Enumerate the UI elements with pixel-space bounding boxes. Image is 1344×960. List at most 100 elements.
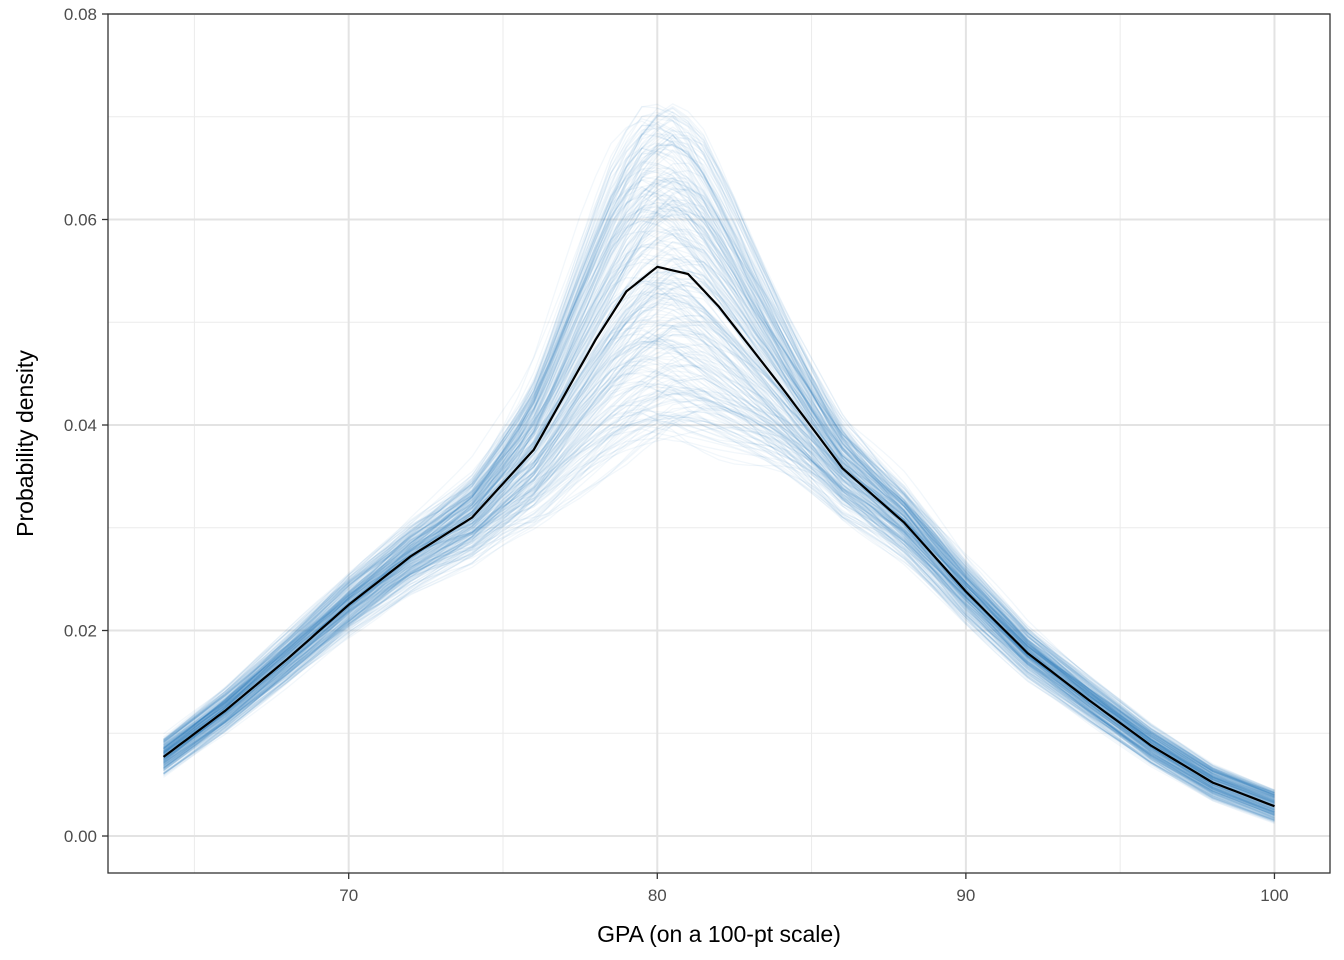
- bootstrap-line: [163, 282, 1275, 816]
- y-tick-label: 0.02: [64, 622, 97, 641]
- bootstrap-line: [163, 346, 1275, 816]
- bootstrap-line: [163, 200, 1275, 803]
- bootstrap-line: [163, 373, 1275, 803]
- bootstrap-line: [163, 362, 1275, 821]
- x-tick-label: 80: [648, 886, 667, 905]
- bootstrap-line: [163, 149, 1275, 810]
- bootstrap-line: [163, 253, 1275, 794]
- bootstrap-line: [163, 327, 1275, 821]
- bootstrap-line: [163, 144, 1275, 796]
- bootstrap-line: [163, 328, 1275, 816]
- mean-density-line: [162, 265, 1275, 808]
- bootstrap-line: [163, 334, 1275, 793]
- x-tick-label: 100: [1260, 886, 1288, 905]
- bootstrap-line: [163, 374, 1275, 816]
- bootstrap-line: [163, 207, 1275, 801]
- bootstrap-line: [163, 316, 1275, 821]
- bootstrap-line: [163, 301, 1275, 794]
- bootstrap-line: [163, 139, 1275, 806]
- bootstrap-line: [163, 206, 1275, 800]
- bootstrap-line: [163, 297, 1275, 821]
- bootstrap-line: [163, 179, 1275, 803]
- bootstrap-line: [163, 169, 1275, 808]
- bootstrap-line: [163, 324, 1275, 798]
- bootstrap-line: [163, 233, 1275, 810]
- bootstrap-line: [163, 281, 1275, 818]
- bootstrap-line: [163, 408, 1275, 807]
- bootstrap-line: [163, 234, 1275, 798]
- bootstrap-line: [163, 214, 1275, 807]
- bootstrap-line: [163, 140, 1275, 805]
- bootstrap-line: [163, 128, 1275, 797]
- y-tick-label: 0.00: [64, 827, 97, 846]
- bootstrap-line: [163, 420, 1275, 804]
- bootstrap-line: [163, 258, 1275, 797]
- bootstrap-line: [163, 407, 1275, 814]
- bootstrap-line: [163, 304, 1275, 794]
- bootstrap-line: [163, 186, 1275, 803]
- bootstrap-line: [163, 279, 1275, 811]
- bootstrap-line: [163, 261, 1275, 823]
- bootstrap-line: [163, 205, 1275, 805]
- bootstrap-line: [163, 320, 1275, 811]
- bootstrap-line: [163, 352, 1275, 803]
- bootstrap-line: [163, 241, 1275, 802]
- bootstrap-line: [163, 207, 1275, 798]
- bootstrap-line: [163, 291, 1275, 816]
- bootstrap-line: [163, 212, 1275, 796]
- bootstrap-line: [163, 314, 1275, 793]
- bootstrap-line: [163, 175, 1275, 817]
- bootstrap-line: [163, 314, 1275, 809]
- bootstrap-line: [163, 424, 1275, 815]
- bootstrap-line: [163, 270, 1275, 818]
- bootstrap-line: [163, 211, 1275, 802]
- bootstrap-line: [163, 303, 1275, 799]
- bootstrap-line: [163, 374, 1275, 816]
- bootstrap-line: [163, 418, 1275, 799]
- bootstrap-line: [163, 111, 1275, 814]
- bootstrap-line: [163, 135, 1275, 794]
- bootstrap-line: [163, 324, 1275, 798]
- bootstrap-line: [163, 124, 1275, 804]
- bootstrap-line: [163, 266, 1275, 813]
- bootstrap-line: [163, 354, 1275, 794]
- y-tick-label: 0.06: [64, 211, 97, 230]
- bootstrap-line: [163, 351, 1275, 795]
- bootstrap-line: [163, 247, 1275, 823]
- bootstrap-line: [163, 230, 1275, 801]
- bootstrap-line: [163, 399, 1275, 805]
- bootstrap-line: [163, 325, 1275, 818]
- bootstrap-line: [163, 418, 1275, 821]
- bootstrap-line: [163, 107, 1275, 817]
- bootstrap-line: [163, 228, 1275, 814]
- bootstrap-line: [163, 368, 1275, 819]
- bootstrap-line: [163, 167, 1275, 799]
- bootstrap-line: [163, 425, 1275, 824]
- bootstrap-line: [163, 340, 1275, 795]
- bootstrap-line: [163, 232, 1275, 803]
- bootstrap-line: [163, 209, 1275, 806]
- bootstrap-line: [163, 137, 1275, 802]
- bootstrap-line: [163, 271, 1275, 798]
- bootstrap-line: [163, 161, 1275, 813]
- bootstrap-line: [163, 215, 1275, 804]
- bootstrap-line: [163, 160, 1275, 800]
- bootstrap-line: [163, 343, 1275, 823]
- bootstrap-line: [163, 268, 1275, 809]
- bootstrap-line: [163, 404, 1275, 811]
- bootstrap-line: [163, 395, 1275, 812]
- bootstrap-line: [163, 180, 1275, 818]
- bootstrap-line: [163, 103, 1275, 813]
- bootstrap-line: [163, 393, 1275, 804]
- bootstrap-line: [163, 280, 1275, 798]
- bootstrap-line: [163, 396, 1275, 822]
- minor-gridlines: [108, 14, 1330, 873]
- bootstrap-line: [163, 114, 1275, 792]
- bootstrap-line: [163, 190, 1275, 796]
- bootstrap-line: [163, 105, 1275, 809]
- bootstrap-line: [163, 220, 1275, 804]
- bootstrap-line: [163, 103, 1275, 795]
- panel-border: [107, 13, 1331, 874]
- bootstrap-line: [163, 127, 1275, 793]
